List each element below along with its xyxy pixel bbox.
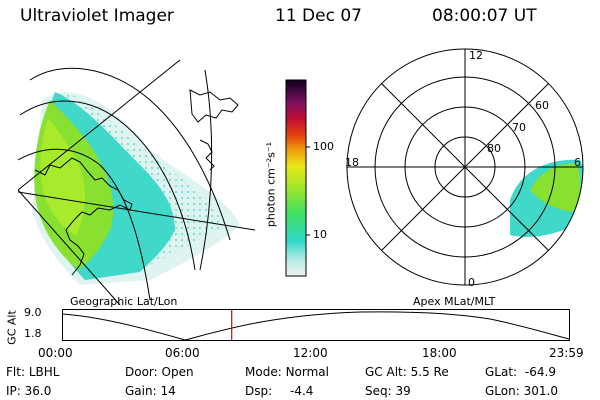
ip-readout: IP: 36.0 (6, 384, 51, 398)
glon-label: GLon: (485, 384, 520, 398)
dsp-value: -4.4 (289, 384, 314, 398)
altitude-plot (62, 309, 570, 341)
time-tick-1800: 18:00 (422, 346, 457, 360)
altitude-plot-frame (62, 309, 570, 341)
coastline (34, 157, 133, 276)
altitude-curve (62, 311, 570, 341)
observation-time: 08:00:07 UT (432, 6, 537, 26)
latitude-arc-inner (18, 148, 151, 301)
filter-value: LBHL (28, 365, 60, 379)
glat-readout: GLat: -64.9 (485, 365, 556, 379)
gain-value: 14 (160, 384, 176, 398)
ip-label: IP: (6, 384, 21, 398)
gain-label: Gain: (125, 384, 157, 398)
door-value: Open (161, 365, 194, 379)
time-tick-2359: 23:59 (549, 346, 584, 360)
gcalt-label: GC Alt: (365, 365, 407, 379)
longitude-arc (199, 69, 213, 271)
instrument-title: Ultraviolet Imager (20, 6, 174, 26)
geographic-map (18, 59, 256, 305)
filter-label: Flt: (6, 365, 25, 379)
door-readout: Door: Open (125, 365, 194, 379)
seq-label: Seq: (365, 384, 392, 398)
latitude-arc-outer (29, 67, 231, 241)
seq-value: 39 (395, 384, 411, 398)
geographic-caption: Geographic Lat/Lon (70, 295, 178, 308)
altitude-tick-low: 1.8 (24, 327, 42, 340)
mode-value: Normal (285, 365, 329, 379)
mlt-label-12: 12 (469, 49, 483, 62)
time-tick-0600: 06:00 (165, 346, 200, 360)
meridian-1 (18, 59, 181, 191)
mlat-label-70: 70 (512, 121, 526, 134)
mlat-label-60: 60 (535, 99, 549, 112)
mlat-label-80: 80 (487, 142, 501, 155)
meridian-3 (18, 189, 121, 305)
colorbar (285, 79, 310, 277)
filter-readout: Flt: LBHL (6, 365, 59, 379)
mode-label: Mode: (245, 365, 282, 379)
meridian-2 (18, 191, 256, 231)
coastline-island (189, 89, 239, 123)
mlt-label-18: 18 (345, 156, 359, 169)
colorbar-unit-label: photon cm⁻²s⁻¹ (264, 141, 278, 228)
colorbar-tick-label-100: 100 (313, 140, 334, 153)
altitude-tick-high: 9.0 (24, 306, 42, 319)
door-label: Door: (125, 365, 158, 379)
colorbar-gradient (285, 79, 307, 277)
polar-plot: 12 18 6 0 60 70 80 (345, 48, 584, 289)
glat-value: -64.9 (524, 365, 556, 379)
glat-label: GLat: (485, 365, 518, 379)
latitude-arc-mid (19, 100, 196, 271)
glon-value: 301.0 (523, 384, 558, 398)
mlt-label-6: 6 (574, 156, 581, 169)
gcalt-readout: GC Alt: 5.5 Re (365, 365, 449, 379)
glon-readout: GLon: 301.0 (485, 384, 558, 398)
gcalt-value: 5.5 Re (410, 365, 449, 379)
mode-readout: Mode: Normal (245, 365, 329, 379)
altitude-axis-label: GC Alt (5, 310, 19, 345)
coastline-fragment (199, 139, 215, 171)
gain-readout: Gain: 14 (125, 384, 176, 398)
ip-value: 36.0 (24, 384, 52, 398)
mlt-label-0: 0 (468, 276, 475, 289)
observation-date: 11 Dec 07 (275, 6, 362, 26)
dsp-readout: Dsp: -4.4 (245, 384, 313, 398)
polar-emission-green (530, 163, 581, 212)
time-tick-1200: 12:00 (293, 346, 328, 360)
apex-caption: Apex MLat/MLT (413, 295, 496, 308)
time-tick-0000: 00:00 (38, 346, 73, 360)
seq-readout: Seq: 39 (365, 384, 411, 398)
polar-diagonal-2 (381, 83, 549, 251)
colorbar-tick-label-10: 10 (313, 228, 327, 241)
emission-green-inner (40, 118, 85, 235)
dsp-label: Dsp: (245, 384, 273, 398)
